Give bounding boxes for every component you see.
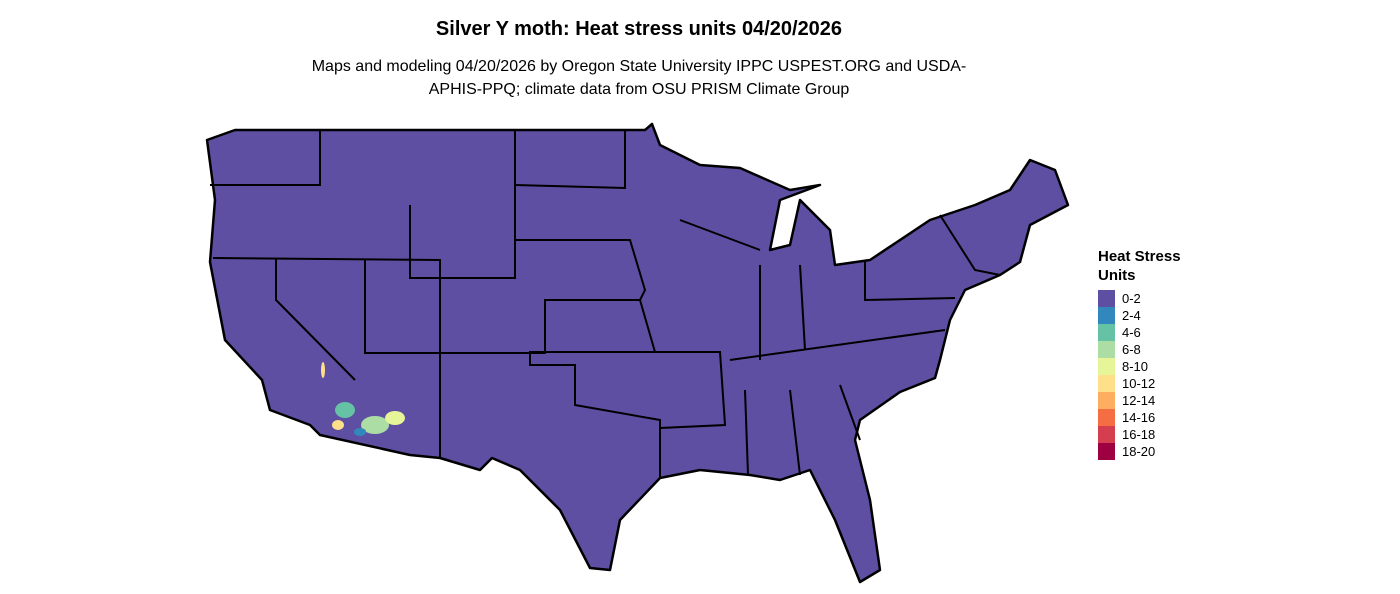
title: Silver Y moth: Heat stress units 04/20/2… [435, 18, 843, 40]
legend-label: 10-12 [1122, 376, 1156, 391]
legend-label: 8-10 [1122, 359, 1149, 374]
legend-label: 4-6 [1122, 325, 1141, 340]
legend-label: 16-18 [1122, 427, 1156, 442]
legend-swatch [1098, 358, 1115, 375]
legend-label: 18-20 [1122, 444, 1156, 459]
legend-label: 14-16 [1122, 410, 1156, 425]
legend-swatch [1098, 324, 1115, 341]
legend-item: 6-8 [1098, 341, 1155, 358]
legend-item: 0-2 [1098, 290, 1155, 307]
legend-swatch [1098, 392, 1115, 409]
legend-swatch [1098, 307, 1115, 324]
legend-swatch [1098, 341, 1115, 358]
legend-swatch [1098, 409, 1115, 426]
legend-item: 12-14 [1098, 392, 1155, 409]
legend-item: 16-18 [1098, 426, 1155, 443]
legend-label: 2-4 [1122, 308, 1141, 323]
legend-item: 18-20 [1098, 443, 1155, 460]
legend-label: 6-8 [1122, 342, 1141, 357]
legend-title: Heat Stress Units [1098, 248, 1181, 284]
heat-stress-patches [321, 362, 405, 436]
legend-item: 10-12 [1098, 375, 1155, 392]
legend: 0-2 2-4 4-6 6-8 8-10 10-12 12-14 14-16 16-18 18-2… [1098, 290, 1155, 460]
state-borders [210, 130, 1001, 478]
legend-item: 8-10 [1098, 358, 1155, 375]
legend-swatch [1098, 426, 1115, 443]
legend-label: 12-14 [1122, 393, 1156, 408]
legend-item: 14-16 [1098, 409, 1155, 426]
legend-item: 4-6 [1098, 324, 1155, 341]
legend-swatch [1098, 290, 1115, 307]
legend-item: 2-4 [1098, 307, 1155, 324]
legend-label: 0-2 [1122, 291, 1141, 306]
legend-swatch [1098, 443, 1115, 460]
legend-swatch [1098, 375, 1115, 392]
subtitle: Maps and modeling 04/20/2026 by Oregon S… [311, 58, 967, 98]
